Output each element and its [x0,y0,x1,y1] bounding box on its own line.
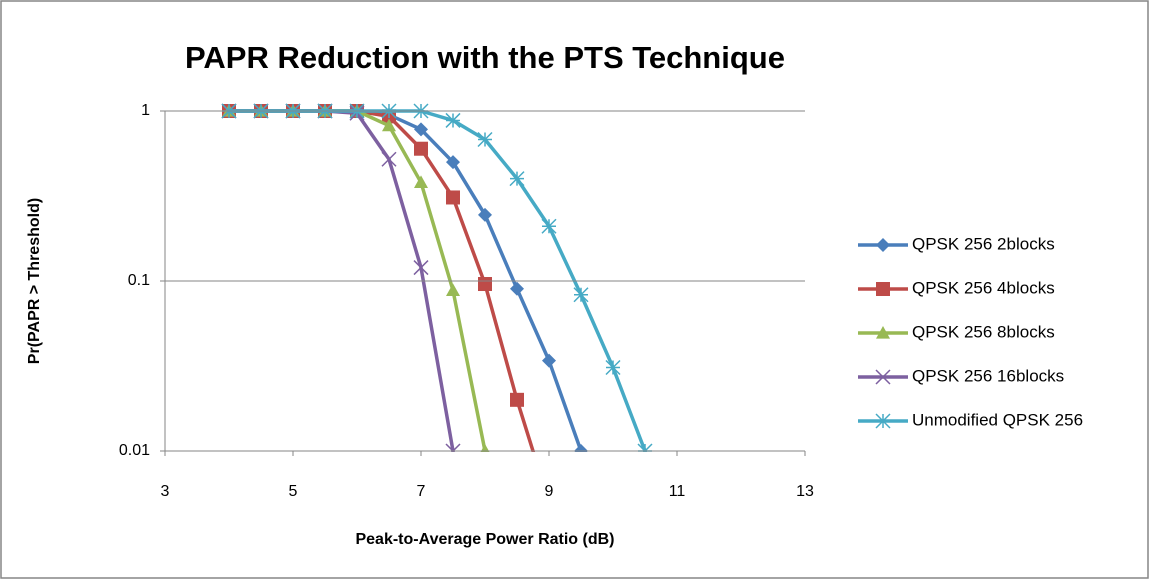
marker [876,326,890,339]
marker [574,444,588,452]
legend-label: QPSK 256 8blocks [912,322,1055,341]
marker [876,282,890,296]
marker [509,171,525,187]
legend-label: Unmodified QPSK 256 [912,410,1083,429]
marker [573,287,589,303]
legend-label: QPSK 256 16blocks [912,366,1064,385]
y-tick-label: 1 [141,102,150,119]
marker [446,283,460,297]
legend-label: QPSK 256 4blocks [912,278,1055,297]
marker [446,190,460,205]
y-axis-title: Pr(PAPR > Threshold) [26,198,43,364]
marker [478,277,492,292]
marker [445,112,461,128]
y-tick-label: 0.1 [128,272,150,289]
marker [510,281,524,296]
marker [477,131,493,148]
marker [510,392,524,407]
marker [413,260,429,276]
x-tick-label: 7 [417,483,426,500]
marker [875,413,891,429]
marker [542,353,556,368]
marker [414,122,428,137]
marker [414,141,428,156]
marker [876,238,890,252]
marker [480,444,490,452]
x-tick-label: 9 [545,483,554,500]
marker [382,118,396,132]
x-axis-title: Peak-to-Average Power Ratio (dB) [355,531,614,548]
legend-label: QPSK 256 2blocks [912,234,1055,253]
chart-title: PAPR Reduction with the PTS Technique [185,40,785,75]
x-tick-label: 11 [669,483,686,500]
y-tick-label: 0.01 [119,442,150,459]
x-tick-label: 5 [289,483,298,500]
x-tick-label: 13 [796,483,814,500]
marker [605,359,621,375]
marker [446,155,460,170]
marker [541,218,557,234]
marker [478,207,492,222]
marker [875,369,891,385]
x-tick-label: 3 [161,483,170,500]
marker [381,151,397,167]
marker [414,175,428,189]
